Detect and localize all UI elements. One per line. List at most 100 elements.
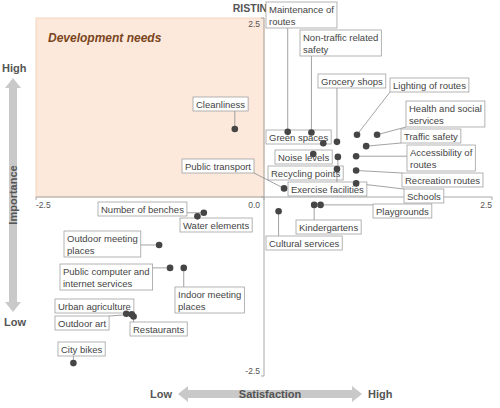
x-axis-low: Low [150, 388, 172, 400]
label-box [402, 173, 483, 187]
point-label-text: Restaurants [133, 324, 184, 335]
point-label: Outdoor meetingplaces [64, 231, 159, 257]
point-label-text: Grocery shops [321, 76, 383, 87]
point-label-text: Public computer andinternet services [63, 266, 150, 289]
y-axis-label: Importance [7, 165, 19, 224]
label-box [55, 316, 109, 330]
label-line: Playgrounds [376, 206, 429, 217]
y-tick-label: 2.5 [248, 19, 260, 29]
leader-line [366, 143, 401, 146]
label-box [58, 342, 105, 356]
y-tick [261, 18, 264, 19]
point-label: Schools [356, 183, 444, 203]
point-label: Outdoor art [55, 314, 132, 330]
leader-line [321, 204, 373, 205]
point-label: Public transport [182, 159, 284, 188]
leader-line [278, 211, 279, 236]
label-box [193, 97, 248, 111]
leader-line [287, 28, 288, 132]
label-line: routes [269, 16, 296, 27]
point [353, 167, 360, 174]
point [281, 185, 288, 192]
label-line: Exercise facilities [291, 184, 364, 195]
point [180, 265, 187, 272]
label-line: internet services [63, 278, 132, 289]
y-tick [261, 197, 264, 198]
point-label-text: Recreation routes [405, 175, 480, 186]
y-tick-label: 0.0 [248, 200, 260, 210]
point-label-text: Outdoor meetingplaces [67, 233, 138, 256]
point [317, 202, 324, 209]
point-label-text: Traffic safety [404, 131, 458, 142]
point [130, 313, 137, 320]
point-label-text: Number of benches [101, 204, 184, 215]
point [334, 166, 341, 173]
leader-line [311, 56, 312, 133]
point-label-text: Cleanliness [196, 99, 245, 110]
point [374, 131, 381, 138]
label-line: Cleanliness [196, 99, 245, 110]
label-line: Lighting of routes [393, 80, 466, 91]
y-tick-label: -2.5 [245, 366, 260, 376]
point-label: Water elements [180, 216, 252, 232]
point-label-text: Schools [407, 191, 441, 202]
point-label: Number of benches [98, 202, 204, 216]
point-label: Indoor meetingplaces [175, 268, 244, 313]
label-box [130, 322, 187, 336]
point-label-text: Non-traffic relatedsafety [303, 32, 378, 55]
x-axis-label: Satisfaction [239, 388, 302, 400]
point-label: Recreation routes [356, 171, 483, 187]
label-line: Recreation routes [405, 175, 480, 186]
leader-line [356, 156, 407, 157]
label-box [180, 218, 252, 232]
point-label-text: Noise levels [278, 152, 329, 163]
label-line: Public transport [185, 161, 251, 172]
label-line: Indoor meeting [178, 289, 241, 300]
label-line: safety [303, 44, 329, 55]
label-box [60, 264, 153, 290]
label-line: Outdoor art [58, 318, 106, 329]
x-tick-label: 2.5 [480, 200, 492, 210]
region-label: Development needs [48, 31, 162, 45]
point-label-text: Indoor meetingplaces [178, 289, 241, 312]
point [201, 209, 208, 216]
point [275, 208, 282, 215]
label-line: Kindergartens [299, 222, 358, 233]
label-line: Grocery shops [321, 76, 383, 87]
point-label: Maintenance ofroutes [266, 2, 337, 132]
point-label-text: Public transport [185, 161, 251, 172]
label-line: Schools [407, 191, 441, 202]
point-label-text: Lighting of routes [393, 80, 466, 91]
leader-line [356, 171, 402, 173]
label-box [401, 129, 461, 143]
x-axis-arrow [178, 386, 362, 402]
point-label-text: Accessibility ofroutes [410, 147, 473, 170]
label-line: Recycling points [271, 168, 340, 179]
point-label: Traffic safety [366, 129, 461, 146]
point-label: Noise levels [275, 150, 332, 164]
label-line: places [67, 245, 95, 256]
point-label-text: Green spaces [269, 132, 328, 143]
point [335, 154, 342, 161]
leader-line [254, 173, 284, 188]
point-label: Accessibility ofroutes [356, 145, 475, 171]
label-line: services [409, 115, 444, 126]
label-line: Public computer and [63, 266, 150, 277]
point-label: Restaurants [130, 317, 187, 336]
label-line: Restaurants [133, 324, 184, 335]
label-box [296, 220, 361, 234]
point-label: Cleanliness [193, 97, 248, 129]
label-line: Maintenance of [269, 4, 334, 15]
label-box [55, 299, 134, 313]
point-label: Recycling points [268, 157, 343, 180]
point-label: Public computer andinternet services [60, 264, 170, 290]
label-line: Number of benches [101, 204, 184, 215]
label-box [373, 204, 432, 218]
label-box [64, 231, 141, 257]
point-label-text: Playgrounds [376, 206, 429, 217]
point [353, 153, 360, 160]
label-box [300, 30, 381, 56]
x-axis-high: High [368, 388, 393, 400]
label-box [98, 202, 187, 216]
leader-line [357, 92, 390, 135]
